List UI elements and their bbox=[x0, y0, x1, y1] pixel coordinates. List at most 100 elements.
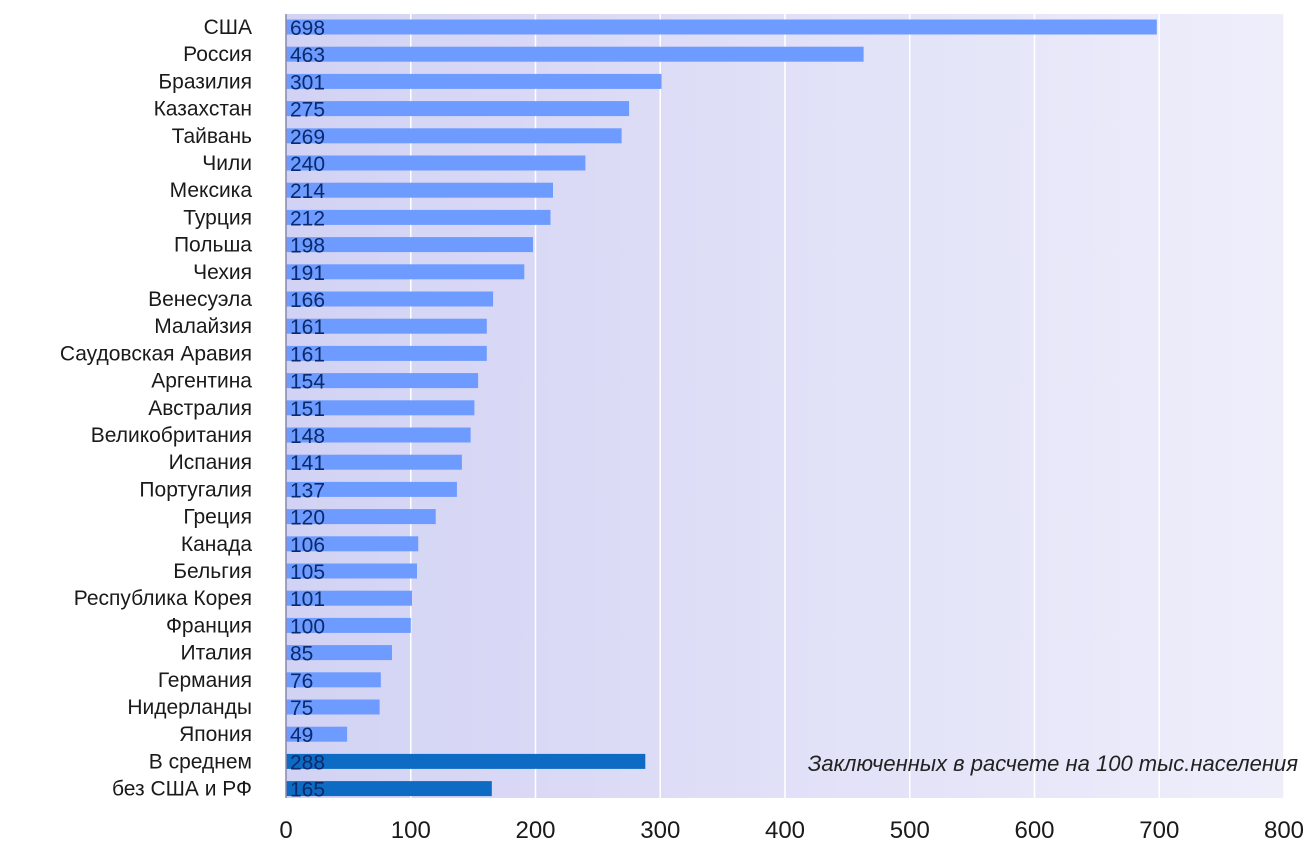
value-label: 75 bbox=[290, 697, 313, 720]
category-label: Португалия bbox=[139, 478, 252, 501]
category-label: Аргентина bbox=[151, 370, 252, 393]
category-label: Чехия bbox=[193, 261, 252, 284]
value-label: 288 bbox=[290, 751, 325, 774]
category-label: Испания bbox=[169, 451, 252, 474]
category-label: Польша bbox=[174, 234, 252, 257]
bar bbox=[286, 73, 662, 89]
bar bbox=[286, 264, 525, 280]
value-label: 240 bbox=[290, 153, 325, 176]
x-tick-label: 800 bbox=[1264, 817, 1304, 844]
bar bbox=[286, 699, 380, 715]
x-axis-tick-labels: 0 100 200 300 400 500 600 700 800 bbox=[279, 817, 1304, 844]
value-label: 141 bbox=[290, 452, 325, 475]
value-label: 214 bbox=[290, 180, 325, 203]
x-tick-label: 300 bbox=[640, 817, 680, 844]
value-label: 100 bbox=[290, 615, 325, 638]
bar bbox=[286, 563, 417, 579]
category-label: Германия bbox=[158, 669, 252, 692]
category-label: Австралия bbox=[148, 397, 252, 420]
value-label: 137 bbox=[290, 479, 325, 502]
value-label: 49 bbox=[290, 724, 313, 747]
bar bbox=[286, 345, 487, 361]
bar bbox=[286, 536, 419, 552]
category-label: Малайзия bbox=[154, 315, 252, 338]
value-label: 269 bbox=[290, 126, 325, 149]
category-labels: США Россия Бразилия Казахстан Тайвань Чили Мек… bbox=[60, 16, 252, 801]
category-label: Турция bbox=[183, 206, 252, 229]
value-label: 165 bbox=[290, 779, 325, 802]
bar bbox=[286, 237, 533, 253]
category-label: Тайвань bbox=[172, 125, 252, 148]
category-label: Саудовская Аравия bbox=[60, 342, 252, 365]
value-label: 463 bbox=[290, 44, 325, 67]
value-label: 154 bbox=[290, 371, 325, 394]
category-label: Великобритания bbox=[91, 424, 252, 447]
value-labels: 698 463 301 275 269 240 214 212 198 191 166 161 161 1… bbox=[290, 17, 325, 802]
value-label: 76 bbox=[290, 670, 313, 693]
x-tick-label: 0 bbox=[279, 817, 292, 844]
bar bbox=[286, 128, 622, 144]
category-label: Казахстан bbox=[154, 98, 252, 121]
x-tick-label: 100 bbox=[391, 817, 431, 844]
gridlines bbox=[410, 14, 1285, 798]
value-label: 101 bbox=[290, 588, 325, 611]
bar bbox=[286, 209, 551, 225]
bar bbox=[286, 617, 411, 633]
value-label: 166 bbox=[290, 289, 325, 312]
bar bbox=[286, 182, 553, 198]
bar bbox=[286, 509, 436, 525]
bar bbox=[286, 481, 457, 497]
value-label: 85 bbox=[290, 643, 313, 666]
value-label: 191 bbox=[290, 262, 325, 285]
bar bbox=[286, 454, 462, 470]
bar bbox=[286, 291, 494, 307]
bar bbox=[286, 672, 381, 688]
value-label: 151 bbox=[290, 398, 325, 421]
value-label: 301 bbox=[290, 71, 325, 94]
bar bbox=[286, 46, 864, 62]
bar bbox=[286, 645, 392, 661]
category-label: Италия bbox=[180, 642, 252, 665]
x-tick-label: 500 bbox=[890, 817, 930, 844]
category-label: Республика Корея bbox=[74, 587, 252, 610]
category-label: Япония bbox=[179, 723, 252, 746]
category-label: Россия bbox=[183, 43, 252, 66]
category-label: Греция bbox=[183, 506, 252, 529]
bar bbox=[286, 19, 1157, 35]
category-label: Венесуэла bbox=[148, 288, 252, 311]
bar-highlight bbox=[286, 753, 646, 769]
value-label: 161 bbox=[290, 316, 325, 339]
x-tick-label: 200 bbox=[515, 817, 555, 844]
bar bbox=[286, 590, 412, 606]
bar-highlight bbox=[286, 781, 492, 797]
value-label: 120 bbox=[290, 507, 325, 530]
bar bbox=[286, 318, 487, 334]
bar bbox=[286, 373, 479, 389]
bar bbox=[286, 427, 471, 443]
value-label: 161 bbox=[290, 343, 325, 366]
bar bbox=[286, 101, 630, 117]
category-label: Франция bbox=[166, 614, 252, 637]
x-tick-label: 700 bbox=[1139, 817, 1179, 844]
category-label: В среднем bbox=[149, 750, 252, 773]
category-label: Бразилия bbox=[158, 70, 252, 93]
value-label: 106 bbox=[290, 534, 325, 557]
annotation-text: Заключенных в расчете на 100 тыс.населен… bbox=[808, 751, 1298, 776]
bar bbox=[286, 726, 348, 742]
value-label: 198 bbox=[290, 235, 325, 258]
category-label: Мексика bbox=[170, 179, 253, 202]
category-label: Чили bbox=[202, 152, 252, 175]
category-label: США bbox=[204, 16, 252, 39]
value-label: 105 bbox=[290, 561, 325, 584]
category-label: без США и РФ bbox=[112, 778, 252, 801]
bar bbox=[286, 155, 586, 171]
bar bbox=[286, 400, 475, 416]
x-tick-label: 400 bbox=[765, 817, 805, 844]
value-label: 212 bbox=[290, 207, 325, 230]
value-label: 275 bbox=[290, 99, 325, 122]
category-label: Нидерланды bbox=[127, 696, 252, 719]
value-label: 148 bbox=[290, 425, 325, 448]
value-label: 698 bbox=[290, 17, 325, 40]
